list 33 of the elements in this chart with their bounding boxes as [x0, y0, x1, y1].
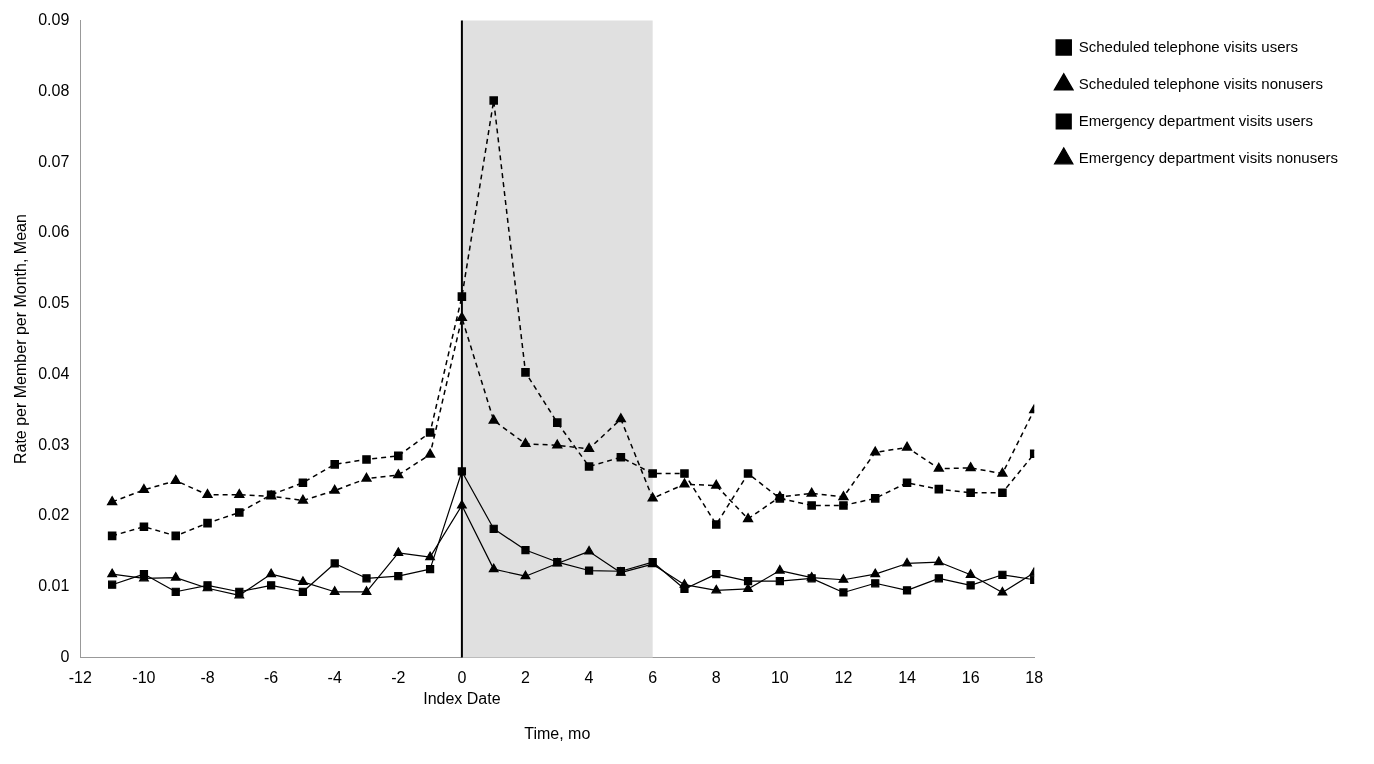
y-tick-label: 0.01	[38, 577, 70, 595]
x-tick-label: -6	[264, 668, 279, 686]
legend-label: Emergency department visits nonusers	[1078, 148, 1339, 166]
y-tick-label: 0.06	[38, 223, 70, 241]
x-tick-label: 10	[770, 668, 789, 686]
x-tick-label: -4	[327, 668, 342, 686]
y-tick-label: 0.02	[38, 506, 70, 524]
y-tick-label: 0	[60, 648, 70, 666]
y-tick-label: 0.03	[38, 435, 70, 453]
y-tick-label: 0.08	[38, 81, 70, 99]
legend-label: Scheduled telephone visits nonusers	[1078, 74, 1324, 92]
legend-label: Scheduled telephone visits users	[1078, 37, 1299, 55]
y-tick-label: 0.07	[38, 152, 70, 170]
x-tick-label: -2	[391, 668, 406, 686]
x-tick-label: 0	[457, 668, 467, 686]
ref-line-label: Index Date	[423, 690, 501, 708]
x-tick-label: 12	[834, 668, 853, 686]
x-tick-label: 16	[961, 668, 980, 686]
x-tick-label: 6	[648, 668, 658, 686]
x-tick-label: 18	[1025, 668, 1044, 686]
x-tick-label: 8	[711, 668, 721, 686]
legend-label: Emergency department visits users	[1078, 111, 1313, 129]
y-tick-label: 0.05	[38, 294, 70, 312]
x-tick-label: -8	[200, 668, 215, 686]
x-tick-label: 4	[584, 668, 594, 686]
x-axis-title: Time, mo	[524, 724, 591, 742]
y-tick-label: 0.09	[38, 11, 70, 29]
x-tick-label: -10	[132, 668, 156, 686]
y-axis-title: Rate per Member per Month, Mean	[12, 214, 30, 465]
x-tick-label: -12	[68, 668, 92, 686]
x-tick-label: 14	[898, 668, 917, 686]
x-tick-label: 2	[521, 668, 531, 686]
y-tick-label: 0.04	[38, 364, 70, 382]
